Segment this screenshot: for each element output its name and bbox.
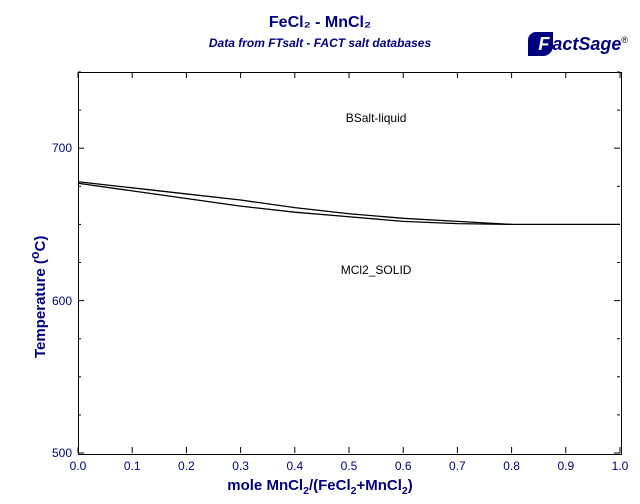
region-label: MCl2_SOLID — [341, 263, 412, 277]
x-axis-label: mole MnCl2/(FeCl2+MnCl2) — [0, 477, 640, 497]
x-tick-label: 1.0 — [612, 459, 629, 473]
y-tick-label: 600 — [44, 294, 72, 308]
x-tick-label: 0.9 — [557, 459, 574, 473]
region-label: BSalt-liquid — [346, 111, 407, 125]
x-tick-label: 0.6 — [395, 459, 412, 473]
x-tick-label: 0.0 — [70, 459, 87, 473]
x-tick-label: 0.5 — [341, 459, 358, 473]
y-tick-label: 700 — [44, 141, 72, 155]
x-tick-label: 0.7 — [449, 459, 466, 473]
x-tick-label: 0.2 — [178, 459, 195, 473]
x-tick-label: 0.4 — [286, 459, 303, 473]
y-tick-label: 500 — [44, 446, 72, 460]
x-tick-label: 0.3 — [232, 459, 249, 473]
chart-svg — [0, 0, 640, 504]
x-tick-label: 0.1 — [124, 459, 141, 473]
x-tick-label: 0.8 — [503, 459, 520, 473]
